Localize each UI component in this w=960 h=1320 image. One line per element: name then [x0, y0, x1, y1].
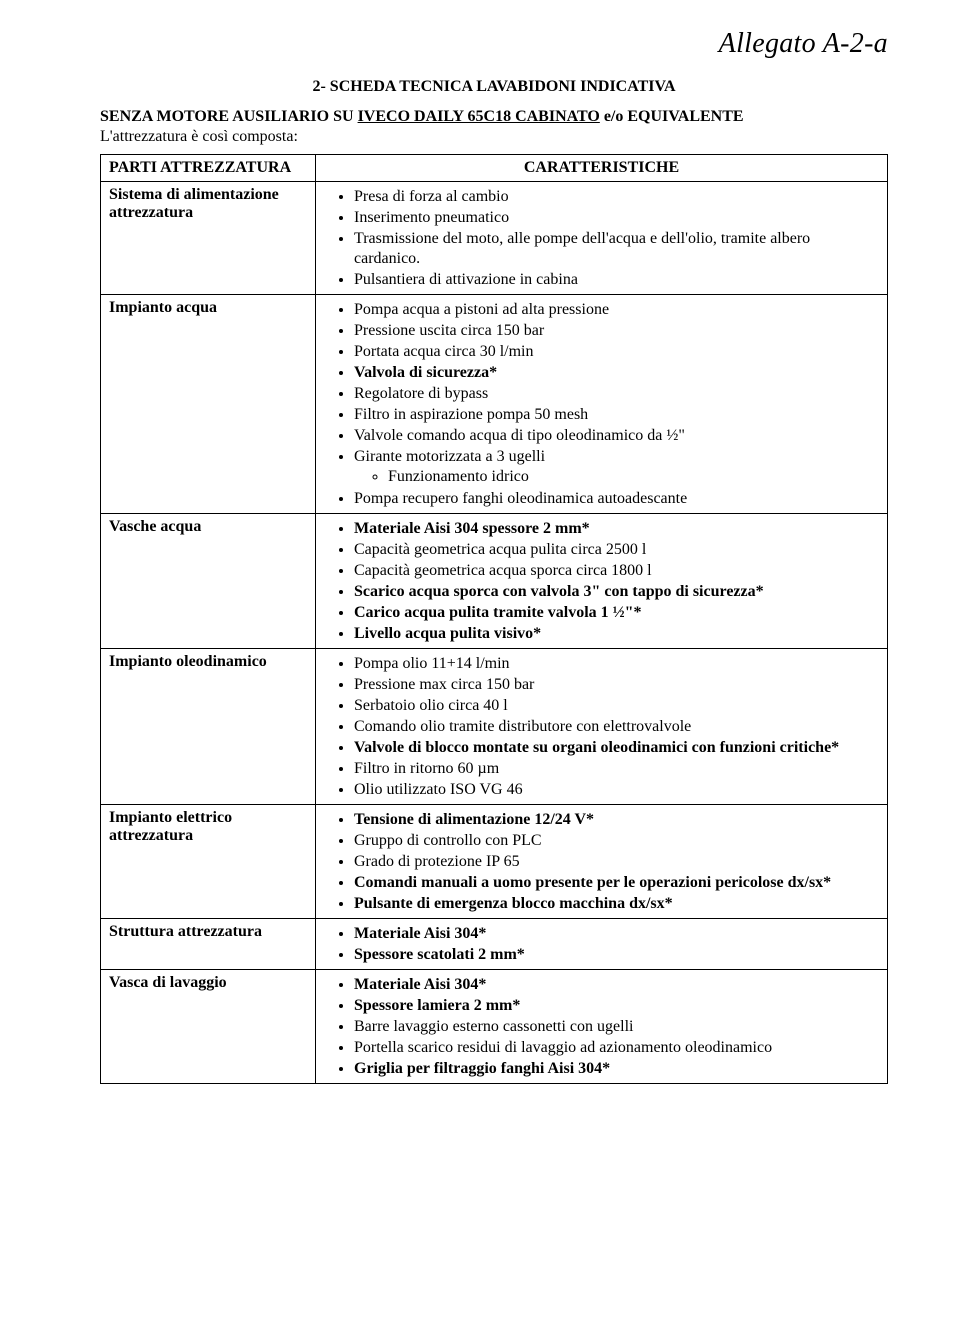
list-item: Scarico acqua sporca con valvola 3" con …	[354, 581, 879, 602]
intro-prefix: SENZA MOTORE AUSILIARIO SU	[100, 108, 358, 125]
characteristics-list: Materiale Aisi 304* Spessore scatolati 2 …	[324, 923, 879, 965]
list-item: Trasmissione del moto, alle pompe dell'a…	[354, 228, 879, 269]
list-item-text: Valvola di sicurezza*	[354, 364, 497, 381]
list-item: Capacità geometrica acqua pulita circa 2…	[354, 539, 879, 560]
page-header: Allegato A-2-a	[100, 28, 888, 60]
table-row: Vasca di lavaggio Materiale Aisi 304* Spes…	[101, 970, 888, 1084]
list-item: Portata acqua circa 30 l/min	[354, 341, 879, 362]
list-item-text: Scarico acqua sporca con valvola 3" con …	[354, 583, 764, 600]
characteristics-list: Pompa acqua a pistoni ad alta pressioneP…	[324, 299, 879, 509]
row-characteristics: Materiale Aisi 304 spessore 2 mm* Capacit…	[316, 514, 888, 649]
list-item: Pressione uscita circa 150 bar	[354, 320, 879, 341]
list-item: Filtro in aspirazione pompa 50 mesh	[354, 404, 879, 425]
list-item: Serbatoio olio circa 40 l	[354, 695, 879, 716]
row-label: Impianto acqua	[101, 295, 316, 514]
list-item: Capacità geometrica acqua sporca circa 1…	[354, 560, 879, 581]
list-item-text: Spessore lamiera 2 mm*	[354, 997, 520, 1014]
sub-list: Funzionamento idrico	[354, 467, 879, 488]
list-item: Valvola di sicurezza*	[354, 362, 879, 383]
characteristics-list: Tensione di alimentazione 12/24 V* Gruppo…	[324, 809, 879, 914]
list-item: Pulsante di emergenza blocco macchina dx…	[354, 893, 879, 914]
list-item-text: Materiale Aisi 304*	[354, 925, 486, 942]
row-label: Sistema di alimentazione attrezzatura	[101, 182, 316, 295]
list-item-text: Pulsante di emergenza blocco macchina dx…	[354, 895, 673, 912]
list-item: Girante motorizzata a 3 ugelliFunzioname…	[354, 446, 879, 488]
list-item: Spessore scatolati 2 mm*	[354, 944, 879, 965]
list-item: Barre lavaggio esterno cassonetti con ug…	[354, 1016, 879, 1037]
list-item: Valvole comando acqua di tipo oleodinami…	[354, 425, 879, 446]
list-item: Presa di forza al cambio	[354, 186, 879, 207]
list-item: Carico acqua pulita tramite valvola 1 ½"…	[354, 602, 879, 623]
row-characteristics: Pompa olio 11+14 l/minPressione max circ…	[316, 649, 888, 805]
table-row: Impianto oleodinamicoPompa olio 11+14 l/…	[101, 649, 888, 805]
list-item-text: Comandi manuali a uomo presente per le o…	[354, 874, 831, 891]
characteristics-list: Materiale Aisi 304 spessore 2 mm* Capacit…	[324, 518, 879, 644]
characteristics-list: Presa di forza al cambioInserimento pneu…	[324, 186, 879, 290]
list-item: Pompa recupero fanghi oleodinamica autoa…	[354, 488, 879, 509]
list-item: Materiale Aisi 304*	[354, 923, 879, 944]
table-row: Impianto acquaPompa acqua a pistoni ad a…	[101, 295, 888, 514]
table-row: Impianto elettrico attrezzaturaTensione …	[101, 805, 888, 919]
table-head-right: CARATTERISTICHE	[316, 155, 888, 182]
list-item: Pressione max circa 150 bar	[354, 674, 879, 695]
list-item-text: Valvole di blocco montate su organi oleo…	[354, 739, 839, 756]
row-label: Vasca di lavaggio	[101, 970, 316, 1084]
row-characteristics: Materiale Aisi 304* Spessore lamiera 2 mm…	[316, 970, 888, 1084]
sub-list-item: Funzionamento idrico	[388, 467, 879, 488]
row-label: Vasche acqua	[101, 514, 316, 649]
row-label: Struttura attrezzatura	[101, 919, 316, 970]
table-head-left: PARTI ATTREZZATURA	[101, 155, 316, 182]
characteristics-list: Pompa olio 11+14 l/minPressione max circ…	[324, 653, 879, 800]
list-item: Materiale Aisi 304 spessore 2 mm*	[354, 518, 879, 539]
list-item: Olio utilizzato ISO VG 46	[354, 779, 879, 800]
spec-table: PARTI ATTREZZATURA CARATTERISTICHE Siste…	[100, 154, 888, 1084]
table-row: Struttura attrezzaturaMateriale Aisi 304…	[101, 919, 888, 970]
list-item: Inserimento pneumatico	[354, 207, 879, 228]
list-item-text: Griglia per filtraggio fanghi Aisi 304*	[354, 1060, 610, 1077]
list-item-text: Livello acqua pulita visivo*	[354, 625, 541, 642]
row-characteristics: Presa di forza al cambioInserimento pneu…	[316, 182, 888, 295]
table-row: Sistema di alimentazione attrezzaturaPre…	[101, 182, 888, 295]
list-item-text: Carico acqua pulita tramite valvola 1 ½"…	[354, 604, 642, 621]
intro-underlined: IVECO DAILY 65C18 CABINATO	[358, 108, 600, 125]
list-item: Portella scarico residui di lavaggio ad …	[354, 1037, 879, 1058]
list-item: Filtro in ritorno 60 µm	[354, 758, 879, 779]
list-item: Comandi manuali a uomo presente per le o…	[354, 872, 879, 893]
list-item: Livello acqua pulita visivo*	[354, 623, 879, 644]
list-item: Materiale Aisi 304*	[354, 974, 879, 995]
table-row: Vasche acquaMateriale Aisi 304 spessore …	[101, 514, 888, 649]
row-characteristics: Tensione di alimentazione 12/24 V* Gruppo…	[316, 805, 888, 919]
intro-line-2: L'attrezzatura è così composta:	[100, 128, 888, 146]
intro-suffix: e/o EQUIVALENTE	[600, 108, 744, 125]
row-label: Impianto oleodinamico	[101, 649, 316, 805]
list-item: Comando olio tramite distributore con el…	[354, 716, 879, 737]
list-item: Valvole di blocco montate su organi oleo…	[354, 737, 879, 758]
document-title: 2- SCHEDA TECNICA LAVABIDONI INDICATIVA	[100, 78, 888, 96]
list-item: Tensione di alimentazione 12/24 V*	[354, 809, 879, 830]
list-item: Spessore lamiera 2 mm*	[354, 995, 879, 1016]
list-item: Gruppo di controllo con PLC	[354, 830, 879, 851]
characteristics-list: Materiale Aisi 304* Spessore lamiera 2 mm…	[324, 974, 879, 1079]
row-characteristics: Materiale Aisi 304* Spessore scatolati 2 …	[316, 919, 888, 970]
list-item: Pompa olio 11+14 l/min	[354, 653, 879, 674]
list-item-text: Tensione di alimentazione 12/24 V*	[354, 811, 594, 828]
intro-line-1: SENZA MOTORE AUSILIARIO SU IVECO DAILY 6…	[100, 108, 888, 126]
list-item-text: Spessore scatolati 2 mm*	[354, 946, 525, 963]
list-item: Pulsantiera di attivazione in cabina	[354, 269, 879, 290]
list-item: Regolatore di bypass	[354, 383, 879, 404]
list-item: Pompa acqua a pistoni ad alta pressione	[354, 299, 879, 320]
list-item-text: Materiale Aisi 304 spessore 2 mm*	[354, 520, 590, 537]
list-item: Griglia per filtraggio fanghi Aisi 304*	[354, 1058, 879, 1079]
row-characteristics: Pompa acqua a pistoni ad alta pressioneP…	[316, 295, 888, 514]
list-item: Grado di protezione IP 65	[354, 851, 879, 872]
row-label: Impianto elettrico attrezzatura	[101, 805, 316, 919]
list-item-text: Materiale Aisi 304*	[354, 976, 486, 993]
